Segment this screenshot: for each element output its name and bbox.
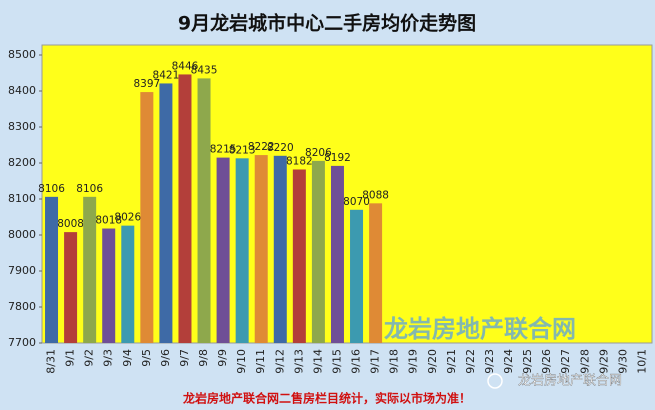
x-tick-label: 8/31 — [45, 349, 58, 374]
bar — [216, 157, 230, 343]
bar — [369, 203, 383, 343]
value-label: 8213 — [229, 144, 256, 156]
bar — [64, 232, 78, 343]
value-label: 8215 — [210, 144, 237, 156]
x-tick-label: 9/8 — [197, 349, 210, 367]
x-tick-label: 9/10 — [235, 349, 248, 374]
x-tick-label: 9/17 — [369, 349, 382, 374]
value-label: 8206 — [305, 147, 332, 159]
bar — [121, 225, 135, 343]
bar — [311, 160, 325, 343]
bar — [102, 228, 116, 343]
y-tick-label: 7700 — [8, 336, 36, 349]
x-tick-label: 9/29 — [597, 349, 610, 374]
value-label: 8018 — [95, 215, 122, 227]
y-tick-label: 7900 — [8, 264, 36, 277]
value-label: 8182 — [286, 155, 313, 167]
x-tick-label: 9/26 — [540, 349, 553, 374]
bar — [45, 196, 59, 343]
bar — [330, 165, 344, 343]
value-label: 8446 — [172, 60, 199, 72]
x-tick-label: 9/11 — [254, 349, 267, 374]
value-label: 8008 — [57, 218, 84, 230]
value-label: 8421 — [153, 69, 180, 81]
value-label: 8088 — [362, 189, 389, 201]
x-tick-label: 9/4 — [121, 349, 134, 367]
x-tick-label: 9/18 — [388, 349, 401, 374]
x-tick-label: 9/1 — [64, 349, 77, 367]
x-tick-label: 9/25 — [521, 349, 534, 374]
value-label: 8106 — [76, 183, 103, 195]
bar — [350, 209, 364, 343]
x-tick-label: 9/16 — [350, 349, 363, 374]
value-label: 8220 — [267, 142, 294, 154]
value-label: 8192 — [324, 152, 351, 164]
x-tick-label: 9/5 — [140, 349, 153, 367]
watermark-account: 龙岩房地产联合网 — [518, 373, 622, 389]
x-tick-label: 9/6 — [159, 349, 172, 367]
x-tick-label: 9/24 — [502, 349, 515, 374]
value-label: 8026 — [114, 212, 141, 224]
x-tick-label: 9/23 — [483, 349, 496, 374]
x-tick-label: 9/28 — [578, 349, 591, 374]
y-tick-label: 8500 — [8, 48, 36, 61]
chart-title: 9月龙岩城市中心二手房均价走势图 — [178, 12, 476, 35]
x-tick-label: 9/12 — [273, 349, 286, 374]
y-tick-label: 7800 — [8, 300, 36, 313]
wechat-icon — [487, 373, 503, 389]
x-tick-label: 10/1 — [635, 349, 648, 374]
value-label: 8070 — [343, 196, 370, 208]
x-tick-label: 9/20 — [426, 349, 439, 374]
x-tick-label: 9/30 — [616, 349, 629, 374]
value-label: 8106 — [38, 183, 65, 195]
x-tick-label: 9/7 — [178, 349, 191, 367]
watermark: 龙岩房地产联合网 — [384, 315, 576, 343]
bar — [159, 83, 173, 343]
bar — [197, 78, 211, 344]
x-tick-label: 9/2 — [83, 349, 96, 367]
y-tick-label: 8400 — [8, 84, 36, 97]
bar — [292, 169, 306, 343]
y-tick-label: 8100 — [8, 192, 36, 205]
x-tick-label: 9/19 — [407, 349, 420, 374]
x-tick-label: 9/13 — [292, 349, 305, 374]
footer-note: 龙岩房地产联合网二售房栏目统计，实际以市场为准！ — [183, 391, 471, 406]
bar — [273, 155, 287, 343]
x-tick-label: 9/15 — [330, 349, 343, 374]
x-tick-label: 9/9 — [216, 349, 229, 367]
value-label: 8222 — [248, 141, 275, 153]
value-label: 8435 — [191, 64, 218, 76]
y-tick-label: 8200 — [8, 156, 36, 169]
x-tick-label: 9/21 — [445, 349, 458, 374]
x-tick-label: 9/3 — [102, 349, 115, 367]
bar — [235, 158, 249, 343]
x-tick-label: 9/27 — [559, 349, 572, 374]
x-tick-label: 9/14 — [311, 349, 324, 374]
x-tick-label: 9/22 — [464, 349, 477, 374]
y-tick-label: 8300 — [8, 120, 36, 133]
bar — [178, 74, 192, 343]
bar — [140, 92, 154, 343]
value-label: 8397 — [133, 78, 160, 90]
y-tick-label: 8000 — [8, 228, 36, 241]
bar — [83, 196, 97, 343]
bar — [254, 155, 268, 343]
